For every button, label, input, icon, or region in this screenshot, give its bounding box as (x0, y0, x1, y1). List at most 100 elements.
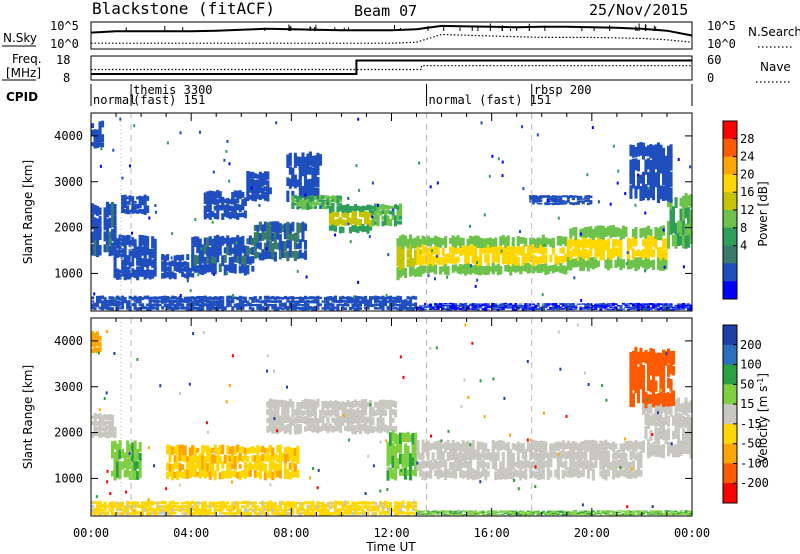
scatter-cell (491, 246, 495, 255)
scatter-cell (291, 233, 295, 241)
scatter-cell (499, 467, 503, 480)
scatter-speck (689, 165, 692, 169)
scatter-cell (687, 414, 691, 430)
scatter-cell (96, 295, 100, 301)
scatter-cell (451, 308, 455, 310)
scatter-cell (303, 205, 307, 210)
scatter-cell (96, 421, 100, 426)
scatter-cell (579, 510, 583, 512)
scatter-cell (559, 308, 563, 310)
scatter-cell (494, 237, 498, 247)
scatter-cell (148, 303, 152, 307)
scatter-cell (323, 504, 327, 509)
scatter-cell (556, 202, 560, 206)
scatter-cell (389, 302, 393, 307)
scatter-cell (439, 510, 443, 512)
scatter-cell (203, 460, 207, 472)
scatter-cell (133, 440, 137, 453)
scatter-cell (586, 197, 590, 200)
scatter-cell (656, 303, 660, 306)
scatter-cell (459, 308, 463, 311)
scatter-cell (641, 142, 645, 160)
scatter-cell (121, 248, 125, 257)
scatter-cell (256, 242, 260, 249)
scatter-cell (649, 510, 653, 512)
scatter-cell (641, 401, 645, 415)
scatter-speck (385, 439, 388, 443)
scatter-speck (431, 249, 434, 253)
scatter-cell (143, 270, 147, 280)
scatter-cell (173, 461, 177, 469)
scatter-cell (511, 263, 515, 272)
scatter-cell (389, 432, 393, 446)
scatter-cell (654, 400, 658, 416)
scatter-cell (687, 513, 691, 516)
scatter-cell (687, 511, 691, 513)
scatter-cell (248, 511, 252, 516)
scatter-cell (639, 308, 643, 310)
scatter-cell (203, 205, 207, 213)
scatter-cell (491, 510, 495, 512)
scatter-cell (586, 308, 590, 310)
scatter-cell (631, 393, 635, 408)
scatter-cell (396, 504, 400, 509)
scatter-cell (326, 299, 330, 304)
scatter-cell (286, 468, 290, 479)
scatter-cell (656, 352, 660, 364)
scatter-cell (196, 471, 200, 477)
scatter-cell (173, 255, 177, 262)
scatter-cell (461, 304, 465, 307)
scatter-cell (526, 510, 530, 512)
scatter-cell (273, 399, 277, 409)
scatter-cell (296, 445, 300, 457)
scatter-cell (246, 500, 250, 506)
scatter-speck (637, 173, 640, 177)
scatter-cell (541, 461, 545, 469)
scatter-cell (181, 303, 185, 307)
scatter-cell (634, 227, 638, 239)
scatter-cell (576, 198, 580, 200)
scatter-cell (366, 224, 370, 234)
scatter-cell (641, 375, 645, 394)
scatter-cell (231, 264, 235, 274)
scatter-cell (323, 297, 327, 301)
scatter-cell (439, 256, 443, 265)
scatter-cell (268, 187, 272, 195)
scatter-cell (609, 308, 613, 311)
scatter-cell (566, 239, 570, 250)
scatter-cell (253, 505, 257, 509)
scatter-cell (581, 512, 585, 514)
scatter-cell (629, 440, 633, 450)
scatter-cell (296, 156, 300, 167)
scatter-cell (376, 299, 380, 303)
scatter-cell (682, 402, 686, 415)
scatter-cell (649, 513, 653, 515)
y-tick-label: 1000 (54, 471, 83, 485)
scatter-cell (364, 511, 368, 515)
scatter-cell (519, 306, 523, 309)
scatter-cell (677, 513, 681, 516)
scatter-cell (554, 442, 558, 452)
scatter-speck (651, 433, 654, 436)
scatter-cell (399, 469, 403, 476)
scatter-cell (529, 200, 533, 203)
scatter-cell (381, 399, 385, 411)
scatter-cell (576, 303, 580, 305)
scatter-cell (161, 505, 165, 509)
scatter-cell (311, 504, 315, 508)
scatter-cell (328, 296, 332, 301)
scatter-cell (188, 447, 192, 457)
scatter-cell (171, 500, 175, 505)
scatter-cell (431, 308, 435, 310)
scatter-cell (263, 250, 267, 260)
cpid-top-label: themis 3300 (133, 83, 212, 97)
scatter-cell (206, 237, 210, 248)
scatter-cell (656, 142, 660, 162)
scatter-cell (376, 417, 380, 424)
scatter-cell (313, 305, 317, 311)
scatter-cell (218, 196, 222, 204)
scatter-cell (246, 303, 250, 307)
scatter-cell (143, 505, 147, 509)
scatter-cell (271, 233, 275, 242)
scatter-cell (318, 508, 322, 513)
